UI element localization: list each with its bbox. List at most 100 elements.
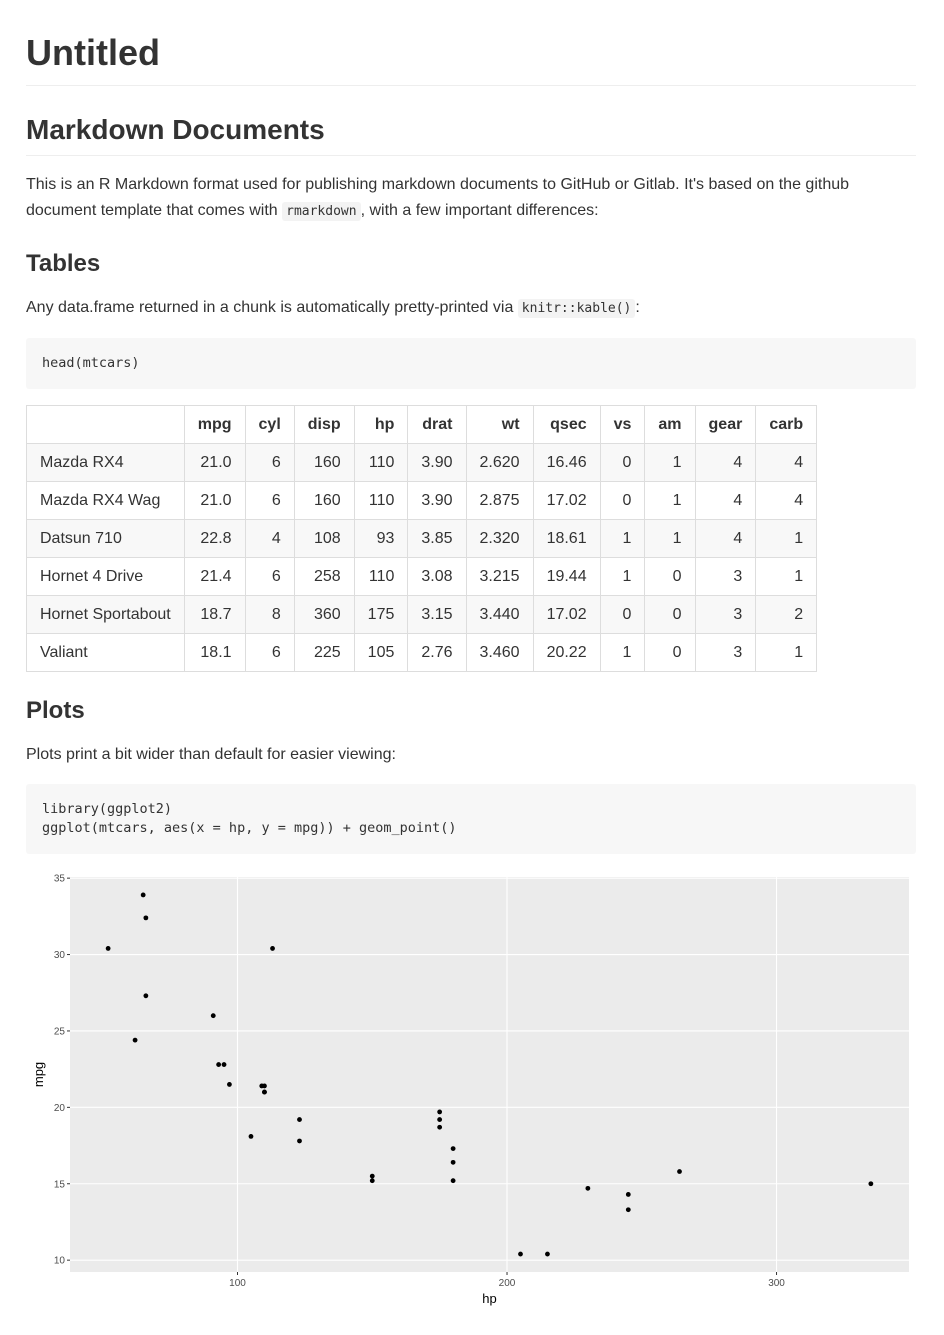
section-heading: Tables [26, 250, 101, 277]
x-tick-label: 200 [499, 1278, 516, 1289]
point [437, 1109, 443, 1115]
point [369, 1178, 375, 1184]
column-header: hp [353, 405, 409, 444]
table-cell: Hornet 4 Drive [26, 557, 185, 596]
table-cell: 1 [755, 557, 818, 596]
table-cell: 175 [353, 595, 409, 634]
point [585, 1185, 591, 1191]
table-cell: 105 [353, 633, 409, 672]
column-header [26, 405, 185, 444]
table-cell: 3.85 [407, 519, 467, 558]
table-cell: 8 [244, 595, 295, 634]
table-cell: 21.4 [183, 557, 246, 596]
point [297, 1138, 302, 1144]
y-tick-label: 20 [54, 1103, 66, 1114]
column-header: qsec [532, 405, 601, 444]
table-cell: 21.0 [183, 481, 246, 520]
table-cell: 0 [644, 595, 696, 634]
point [625, 1207, 631, 1213]
y-tick-label: 30 [54, 950, 66, 961]
table-cell: 21.0 [183, 443, 246, 482]
table-cell: 0 [599, 595, 646, 634]
point [221, 1062, 227, 1067]
table-cell: 6 [244, 481, 295, 520]
point [868, 1181, 874, 1187]
table-cell: 6 [244, 633, 295, 672]
table-cell: 360 [293, 595, 355, 634]
table-cell: 225 [293, 633, 355, 672]
paragraph: Plots print a bit wider than default for… [26, 746, 396, 763]
table-cell: 0 [644, 633, 696, 672]
y-axis-title: mpg [31, 1062, 46, 1087]
table-cell: 3 [694, 633, 757, 672]
table-cell: 3.08 [407, 557, 467, 596]
column-header: am [644, 405, 696, 444]
table-cell: 1 [599, 633, 646, 672]
column-header: gear [694, 405, 757, 444]
table-cell: 4 [755, 443, 818, 482]
table-cell: 3 [694, 595, 757, 634]
text: : [635, 299, 640, 316]
table-cell: 2.620 [465, 443, 534, 482]
column-header: cyl [244, 405, 295, 444]
column-header: wt [465, 405, 534, 444]
table-cell: 18.1 [183, 633, 246, 672]
data-table: mpg cyl disp hp drat wt qsec vs am gear carb Mazda … [26, 405, 818, 672]
column-header: disp [293, 405, 355, 444]
table-cell: Mazda RX4 Wag [26, 481, 185, 520]
paragraph: Any data.frame returned in a chunk is au… [26, 295, 916, 322]
table-cell: 160 [293, 443, 355, 482]
code-line: ggplot(mtcars, aes(x = hp, y = mpg)) + g… [42, 820, 457, 836]
table-cell: 4 [755, 481, 818, 520]
table-cell: 4 [694, 443, 757, 482]
point [450, 1146, 456, 1152]
y-tick-label: 10 [54, 1256, 66, 1267]
table-cell: 0 [599, 443, 646, 482]
table-cell: 18.61 [532, 519, 601, 558]
section-heading: Plots [26, 697, 85, 724]
chart: 10 15 20 25 30 35 100 200 300 hp mpg [31, 874, 909, 1306]
inline-code: knitr::kable() [517, 299, 636, 318]
text: This is an R Markdown format used for pu… [26, 176, 850, 219]
table-row: Datsun 710 22.8 4 108 93 3.85 2.320 18.61 1 1 4 1 [26, 519, 818, 558]
table-cell: 22.8 [183, 519, 246, 558]
column-header: drat [407, 405, 467, 444]
table-cell: 3.90 [407, 443, 467, 482]
table-cell: 4 [244, 519, 295, 558]
table-cell: Hornet Sportabout [26, 595, 185, 634]
paragraph: This is an R Markdown format used for pu… [26, 172, 916, 225]
y-tick-label: 25 [54, 1026, 66, 1037]
point [140, 892, 146, 898]
point [143, 993, 149, 999]
table-cell: 6 [244, 443, 295, 482]
table-cell: 4 [694, 481, 757, 520]
point [216, 1062, 222, 1067]
table-cell: 6 [244, 557, 295, 596]
table-cell: 1 [755, 519, 818, 558]
table-cell: 258 [293, 557, 355, 596]
point [227, 1082, 232, 1087]
table-cell: 1 [644, 481, 696, 520]
table-cell: 110 [353, 481, 409, 520]
table-row: Valiant 18.1 6 225 105 2.76 3.460 20.22 1 0 3 1 [26, 633, 818, 672]
plot-panel [70, 877, 909, 1272]
table-row: Hornet Sportabout 18.7 8 360 175 3.15 3.440 17.… [26, 595, 818, 634]
table-cell: Valiant [26, 633, 185, 672]
point [297, 1117, 302, 1122]
y-tick-label: 15 [54, 1179, 66, 1190]
point [437, 1124, 443, 1130]
column-header: carb [755, 405, 818, 444]
point [270, 946, 275, 951]
table-cell: 110 [353, 557, 409, 596]
code-block: library(ggplot2) ggplot(mtcars, aes(x = h… [26, 784, 916, 854]
table-row: Mazda RX4 Wag 21.0 6 160 110 3.90 2.875 17.02 0 1… [26, 481, 818, 520]
table-cell: 2 [755, 595, 818, 634]
table-cell: 16.46 [532, 443, 601, 482]
table-cell: 17.02 [532, 481, 601, 520]
point [437, 1117, 443, 1122]
point [677, 1169, 682, 1174]
point [450, 1159, 456, 1165]
table-cell: 1 [755, 633, 818, 672]
table-cell: 1 [599, 519, 646, 558]
